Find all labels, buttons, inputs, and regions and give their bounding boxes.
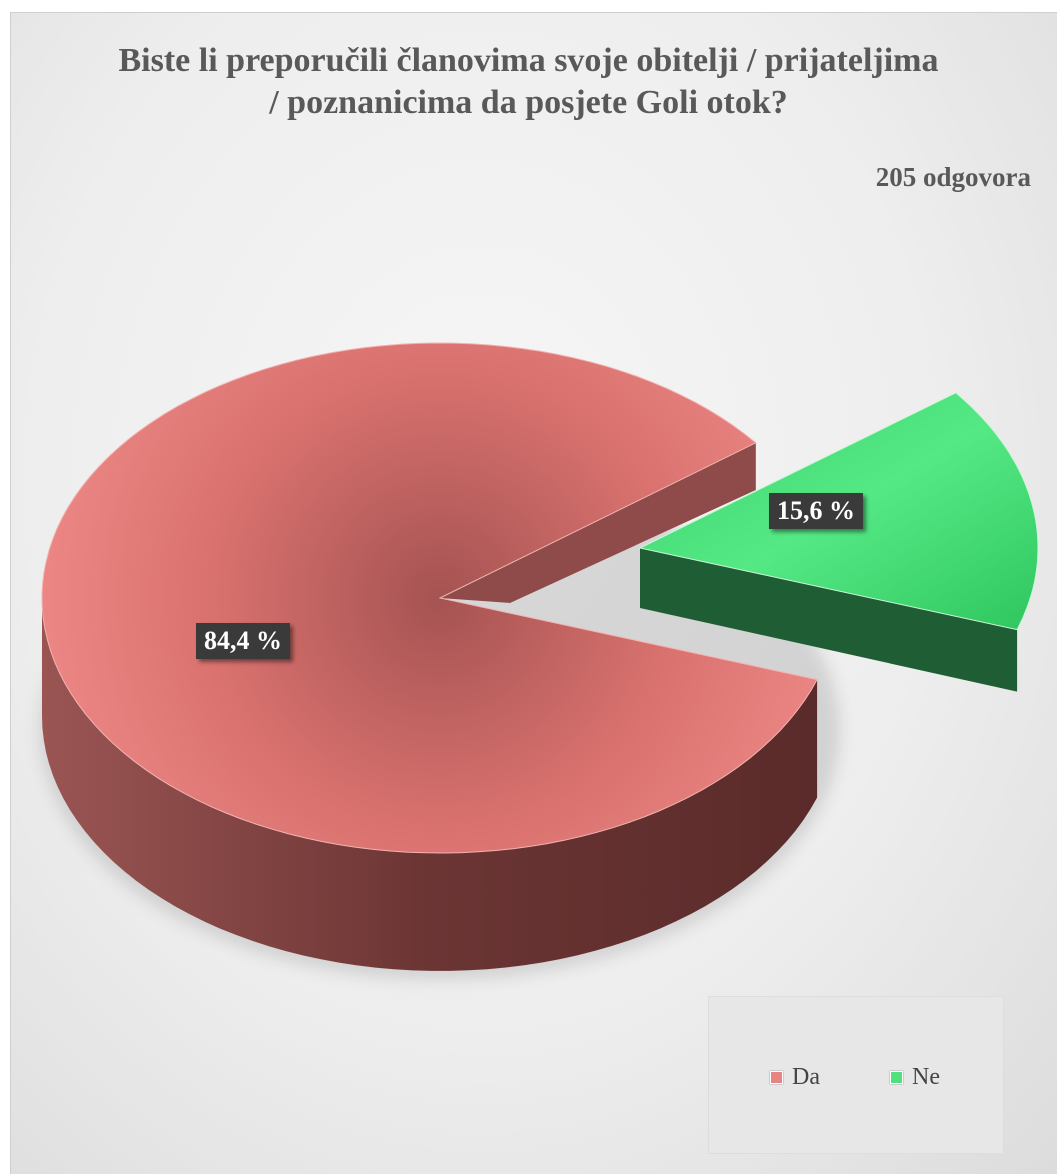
chart-subtitle: 205 odgovora	[875, 162, 1031, 192]
slice-ne-side	[640, 548, 1018, 692]
slice-da	[41, 342, 818, 854]
slice-da-cut-wall	[440, 442, 756, 603]
legend-item-ne: Ne	[890, 1064, 940, 1091]
legend	[708, 996, 1004, 1154]
legend-label-ne: Ne	[912, 1064, 940, 1090]
legend-swatch-da	[770, 1071, 783, 1084]
legend-swatch-ne	[890, 1071, 903, 1084]
data-label-ne: 15,6 %	[769, 493, 863, 529]
data-label-da: 84,4 %	[196, 623, 290, 659]
legend-item-da: Da	[770, 1064, 820, 1091]
slice-da-side	[42, 598, 818, 971]
legend-label-da: Da	[792, 1064, 820, 1090]
chart-title: Biste li preporučili članovima svoje obi…	[118, 42, 939, 121]
